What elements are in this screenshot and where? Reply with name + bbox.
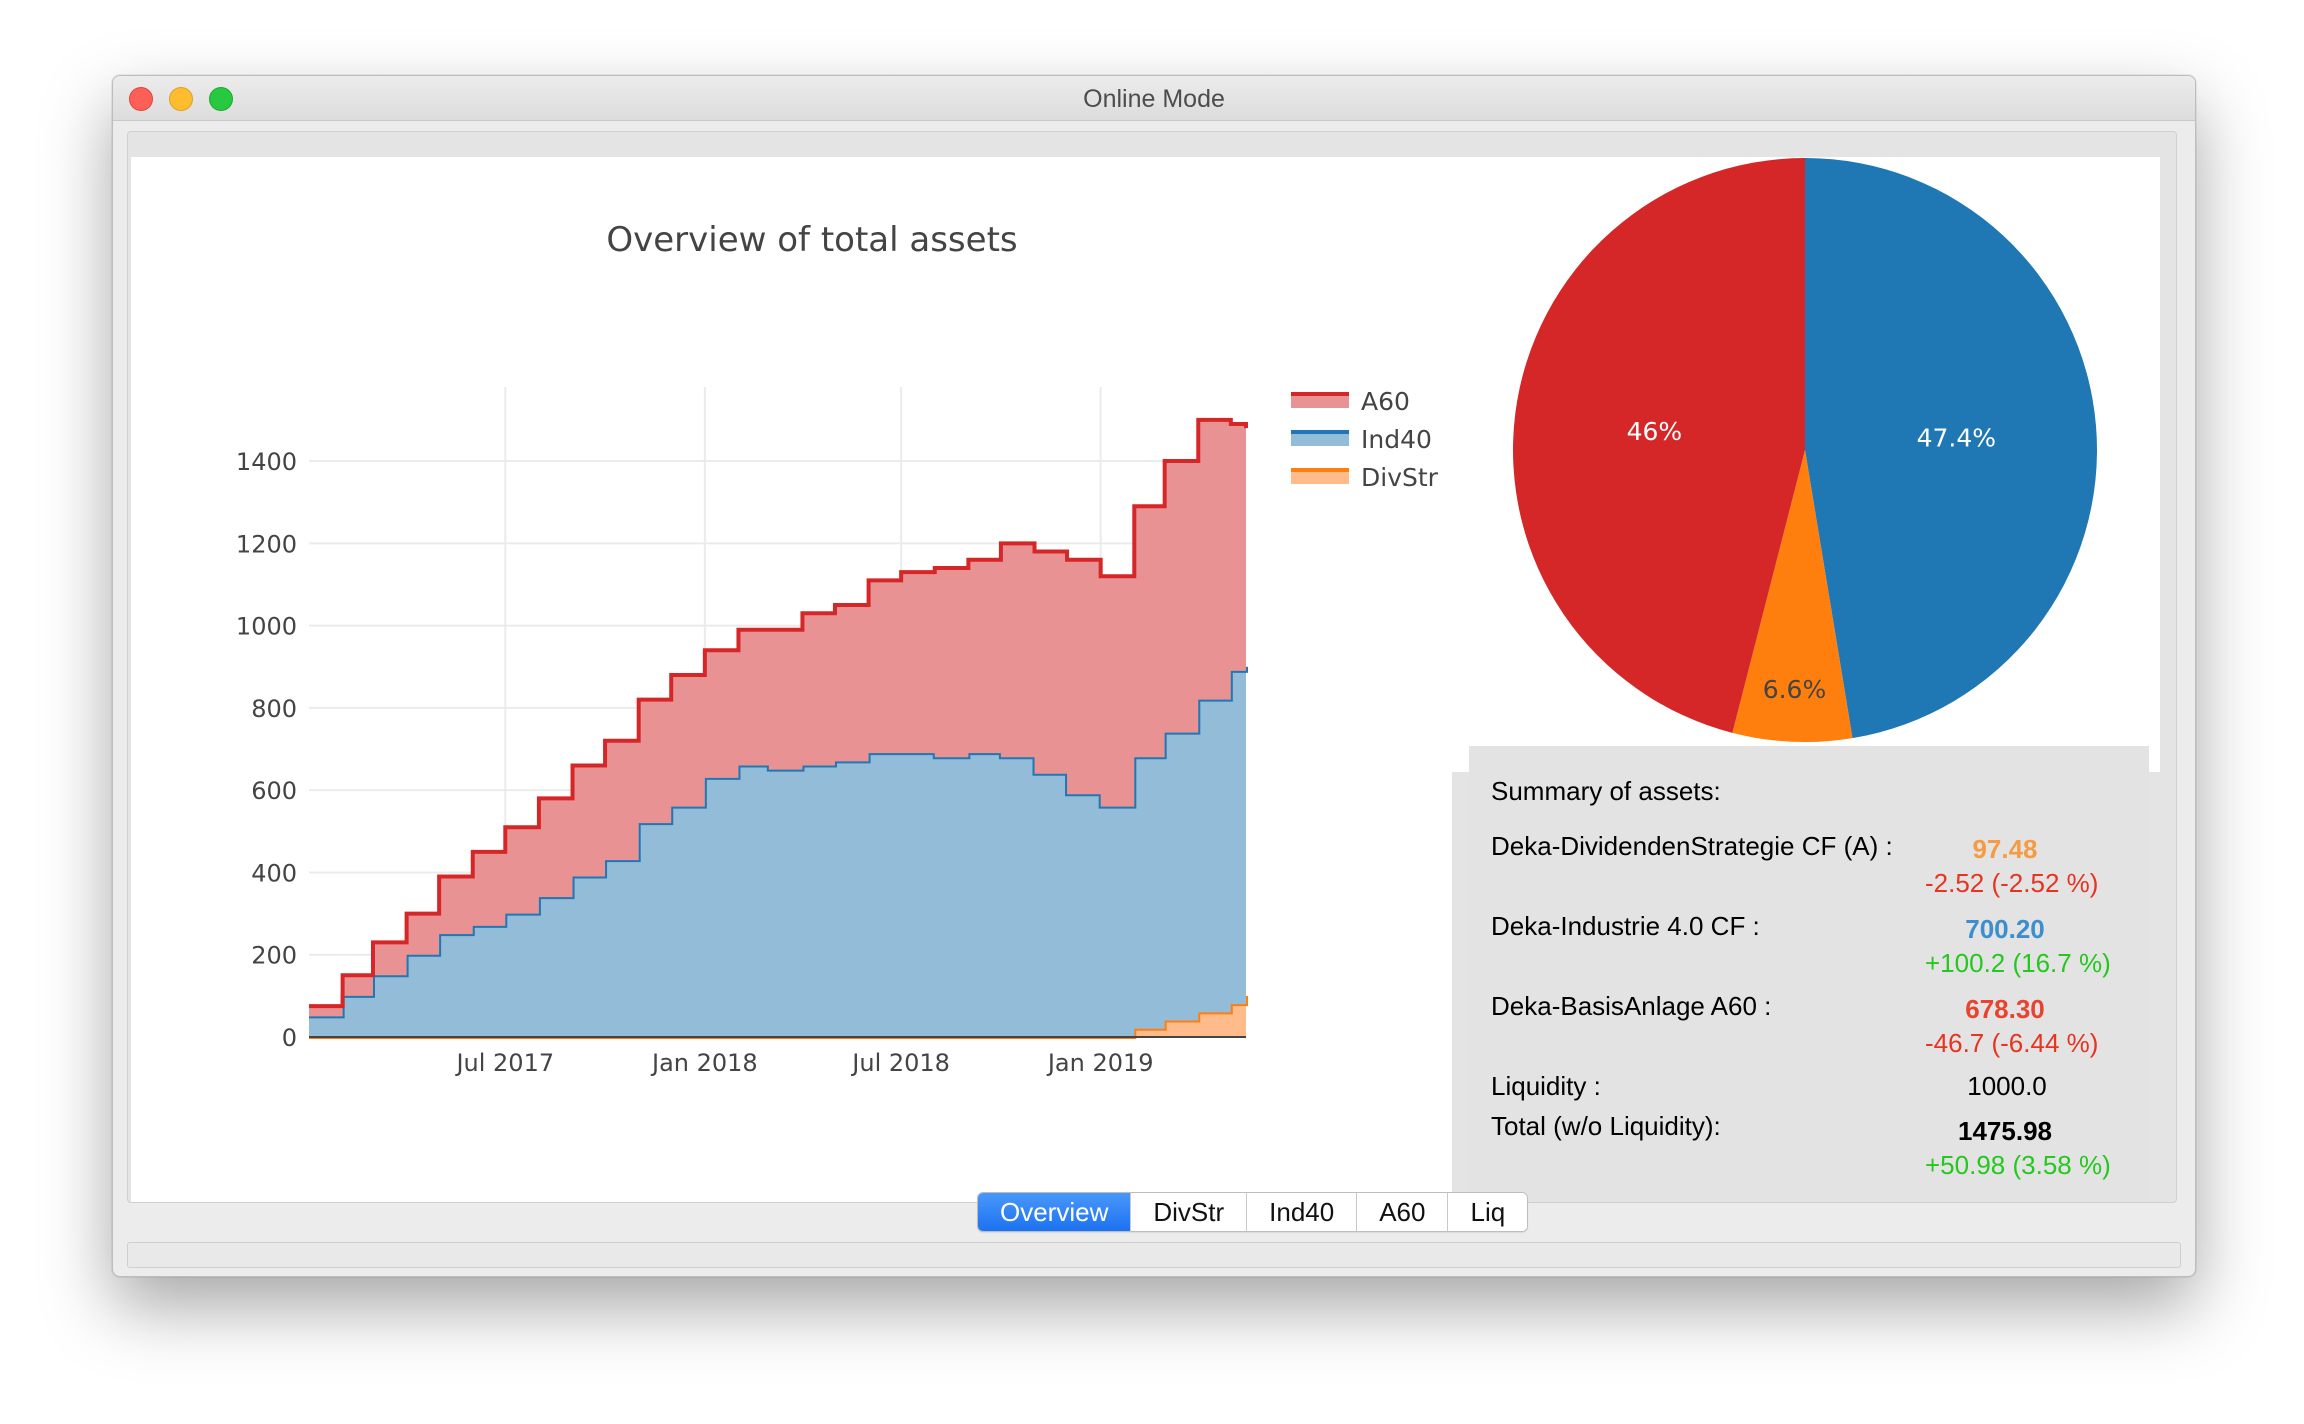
minimize-window-button[interactable] [169, 87, 193, 111]
tab-liq[interactable]: Liq [1447, 1193, 1528, 1231]
chart-title: Overview of total assets [606, 220, 1017, 260]
status-strip [127, 1242, 2181, 1268]
app-window: Online Mode Overview of total assets 0 20… [112, 75, 2196, 1277]
legend-label-a60: A60 [1361, 387, 1410, 416]
summary-heading: Summary of assets: [1491, 776, 1721, 806]
x-tick-label: Jan 2018 [650, 1049, 758, 1077]
tab-divstr[interactable]: DivStr [1130, 1193, 1247, 1231]
pie-slice-a60[interactable] [1512, 158, 1805, 733]
y-tick-label: 600 [251, 777, 297, 805]
assets-chart-panel: Overview of total assets 0 200 400 600 800 10… [131, 157, 1452, 1202]
legend-swatch-a60 [1291, 394, 1349, 408]
total-label: Total (w/o Liquidity): [1491, 1111, 1721, 1141]
y-tick-label: 200 [251, 942, 297, 970]
window-title: Online Mode [1083, 85, 1225, 113]
pie-slice-label: 47.4% [1917, 424, 1996, 453]
chart-axes: 0 200 400 600 800 1000 1200 1400 Jul 2017 Jan 201… [236, 448, 1246, 1077]
liquidity-value: 1000.0 [1967, 1071, 2047, 1101]
summary-row-label: Deka-DividendenStrategie CF (A) : [1491, 831, 1893, 861]
tab-ind40[interactable]: Ind40 [1246, 1193, 1357, 1231]
tab-overview[interactable]: Overview [978, 1193, 1131, 1231]
summary-row-change: +100.2 (16.7 %) [1925, 948, 2111, 978]
area-a60 [309, 419, 1246, 1017]
tab-a60[interactable]: A60 [1356, 1193, 1448, 1231]
y-tick-label: 1200 [236, 530, 297, 558]
assets-summary-panel: Summary of assets: Deka-DividendenStrate… [1469, 746, 2149, 1201]
pie-slice-label: 46% [1627, 417, 1683, 446]
summary-row-value: 700.20 [1965, 914, 2045, 944]
legend-label-ind40: Ind40 [1361, 425, 1432, 454]
x-tick-label: Jan 2019 [1046, 1049, 1154, 1077]
summary-row-value: 678.30 [1965, 994, 2045, 1024]
y-tick-label: 400 [251, 859, 297, 887]
title-bar: Online Mode [113, 76, 2195, 121]
summary-row-value: 97.48 [1972, 834, 2038, 864]
pie-slice-label: 6.6% [1763, 675, 1827, 704]
y-tick-label: 1400 [236, 448, 297, 476]
summary-row-label: Deka-BasisAnlage A60 : [1491, 991, 1772, 1021]
legend-swatch-divstr [1291, 470, 1349, 484]
x-tick-label: Jul 2018 [850, 1049, 950, 1077]
close-window-button[interactable] [129, 87, 153, 111]
summary-row-change: -2.52 (-2.52 %) [1925, 868, 2099, 898]
y-tick-label: 1000 [236, 613, 297, 641]
chart-areas [309, 417, 1248, 1039]
tab-bar: Overview DivStr Ind40 A60 Liq [977, 1192, 1529, 1232]
summary-row-change: -46.7 (-6.44 %) [1925, 1028, 2099, 1058]
stacked-area-chart[interactable]: Overview of total assets 0 200 400 600 800 10… [131, 157, 1452, 1202]
chart-legend[interactable]: A60 Ind40 DivStr [1291, 387, 1439, 492]
legend-swatch-ind40 [1291, 432, 1349, 446]
legend-label-divstr: DivStr [1361, 463, 1439, 492]
total-change: +50.98 (3.58 %) [1925, 1150, 2111, 1180]
zoom-window-button[interactable] [209, 87, 233, 111]
x-tick-label: Jul 2017 [454, 1049, 554, 1077]
liquidity-label: Liquidity : [1491, 1071, 1601, 1101]
area-ind40 [309, 666, 1246, 1037]
pie-slice-divstr[interactable] [1732, 450, 1853, 742]
pie-slice-ind40[interactable] [1805, 158, 2097, 739]
line-a60 [309, 417, 1248, 1009]
y-tick-label: 800 [251, 695, 297, 723]
pie-chart[interactable]: 47.4% 6.6% 46% [1452, 157, 2160, 772]
allocation-pie-panel: 47.4% 6.6% 46% [1452, 157, 2160, 772]
area-divstr [309, 995, 1246, 1037]
y-tick-label: 0 [282, 1024, 297, 1052]
summary-row-label: Deka-Industrie 4.0 CF : [1491, 911, 1760, 941]
total-value: 1475.98 [1958, 1116, 2052, 1146]
